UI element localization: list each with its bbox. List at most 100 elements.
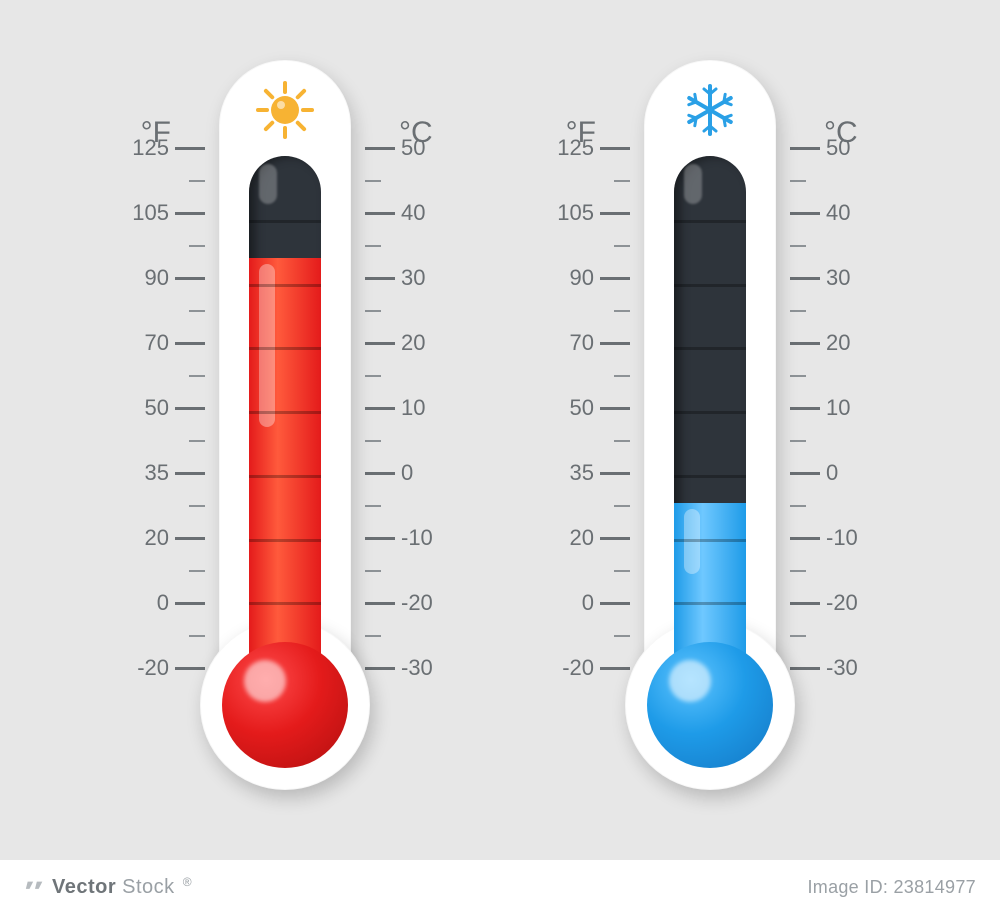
tick-label: 35	[570, 461, 594, 485]
thermometer-tube	[249, 156, 321, 666]
tick-major	[790, 277, 820, 280]
thermometer	[644, 60, 776, 790]
tick-major	[365, 407, 395, 410]
tick-minor	[614, 180, 630, 182]
tick-major	[600, 537, 630, 540]
thermometer	[219, 60, 351, 790]
tick-minor	[790, 570, 806, 572]
tick-label: -30	[826, 656, 858, 680]
snowflake-icon-wrap	[680, 80, 740, 140]
tick-minor	[365, 570, 381, 572]
brand-mark: ®	[183, 875, 192, 889]
tick-label: 105	[132, 201, 169, 225]
tick-label: 30	[826, 266, 850, 290]
tick-label: -20	[401, 591, 433, 615]
tick-minor	[365, 440, 381, 442]
tick-major	[600, 667, 630, 670]
tick-label: -10	[826, 526, 858, 550]
tick-label: 90	[570, 266, 594, 290]
sun-icon-wrap	[255, 80, 315, 140]
tick-minor	[365, 505, 381, 507]
tick-label: -20	[137, 656, 169, 680]
tick-minor	[790, 180, 806, 182]
tick-minor	[189, 375, 205, 377]
tick-label: 50	[570, 396, 594, 420]
tick-minor	[189, 635, 205, 637]
thermometer-tube	[674, 156, 746, 666]
cold-thermometer-unit: °F12510590705035200-20°C50403020100-10-2…	[520, 60, 900, 790]
tick-minor	[614, 245, 630, 247]
tick-minor	[790, 375, 806, 377]
tick-label: 0	[401, 461, 413, 485]
tick-label: 70	[145, 331, 169, 355]
footer: VectorStock® Image ID: 23814977	[0, 860, 1000, 915]
fahrenheit-scale: °F12510590705035200-20	[95, 148, 205, 668]
brand: VectorStock®	[24, 876, 190, 899]
tick-minor	[365, 375, 381, 377]
tick-major	[790, 147, 820, 150]
tick-minor	[189, 180, 205, 182]
canvas: °F12510590705035200-20°C50403020100-10-2…	[0, 0, 1000, 915]
tick-major	[600, 212, 630, 215]
tick-label: 125	[132, 136, 169, 160]
tick-minor	[189, 440, 205, 442]
tick-label: 35	[145, 461, 169, 485]
tick-major	[175, 147, 205, 150]
tick-label: 0	[157, 591, 169, 615]
tick-minor	[790, 635, 806, 637]
fahrenheit-scale: °F12510590705035200-20	[520, 148, 630, 668]
tick-label: 20	[826, 331, 850, 355]
tick-major	[790, 407, 820, 410]
tick-major	[175, 667, 205, 670]
tick-label: 40	[826, 201, 850, 225]
tick-major	[365, 147, 395, 150]
tick-major	[365, 667, 395, 670]
tick-label: -20	[826, 591, 858, 615]
tick-minor	[189, 310, 205, 312]
thermometer-bulb	[647, 642, 773, 768]
tick-major	[175, 342, 205, 345]
tick-major	[790, 667, 820, 670]
tick-minor	[614, 310, 630, 312]
hot-thermometer-unit: °F12510590705035200-20°C50403020100-10-2…	[95, 60, 475, 790]
tick-label: 30	[401, 266, 425, 290]
tick-minor	[614, 505, 630, 507]
snowflake-icon	[680, 80, 740, 140]
tick-minor	[365, 310, 381, 312]
tick-label: -30	[401, 656, 433, 680]
tick-label: 20	[570, 526, 594, 550]
tick-label: 10	[826, 396, 850, 420]
tick-label: -10	[401, 526, 433, 550]
tick-label: 50	[826, 136, 850, 160]
tick-major	[365, 277, 395, 280]
tick-minor	[365, 180, 381, 182]
tick-major	[175, 602, 205, 605]
tick-major	[365, 602, 395, 605]
tick-major	[365, 342, 395, 345]
tick-minor	[614, 440, 630, 442]
thermometer-bulb	[222, 642, 348, 768]
tick-label: 70	[570, 331, 594, 355]
tick-minor	[365, 245, 381, 247]
tick-major	[600, 472, 630, 475]
tick-major	[365, 537, 395, 540]
tick-label: 40	[401, 201, 425, 225]
tick-major	[790, 472, 820, 475]
tick-major	[175, 407, 205, 410]
tick-minor	[189, 570, 205, 572]
tick-label: 50	[401, 136, 425, 160]
tick-label: 20	[401, 331, 425, 355]
tick-label: 105	[557, 201, 594, 225]
tick-label: 90	[145, 266, 169, 290]
tick-major	[600, 147, 630, 150]
sun-icon	[255, 80, 315, 140]
tick-label: -20	[562, 656, 594, 680]
tick-minor	[614, 635, 630, 637]
tick-major	[600, 407, 630, 410]
brand-light: Stock	[122, 876, 175, 899]
tick-major	[790, 342, 820, 345]
tick-major	[175, 212, 205, 215]
celsius-scale: °C50403020100-10-20-30	[365, 148, 475, 668]
tick-minor	[790, 440, 806, 442]
brand-quote-icon	[24, 877, 46, 899]
